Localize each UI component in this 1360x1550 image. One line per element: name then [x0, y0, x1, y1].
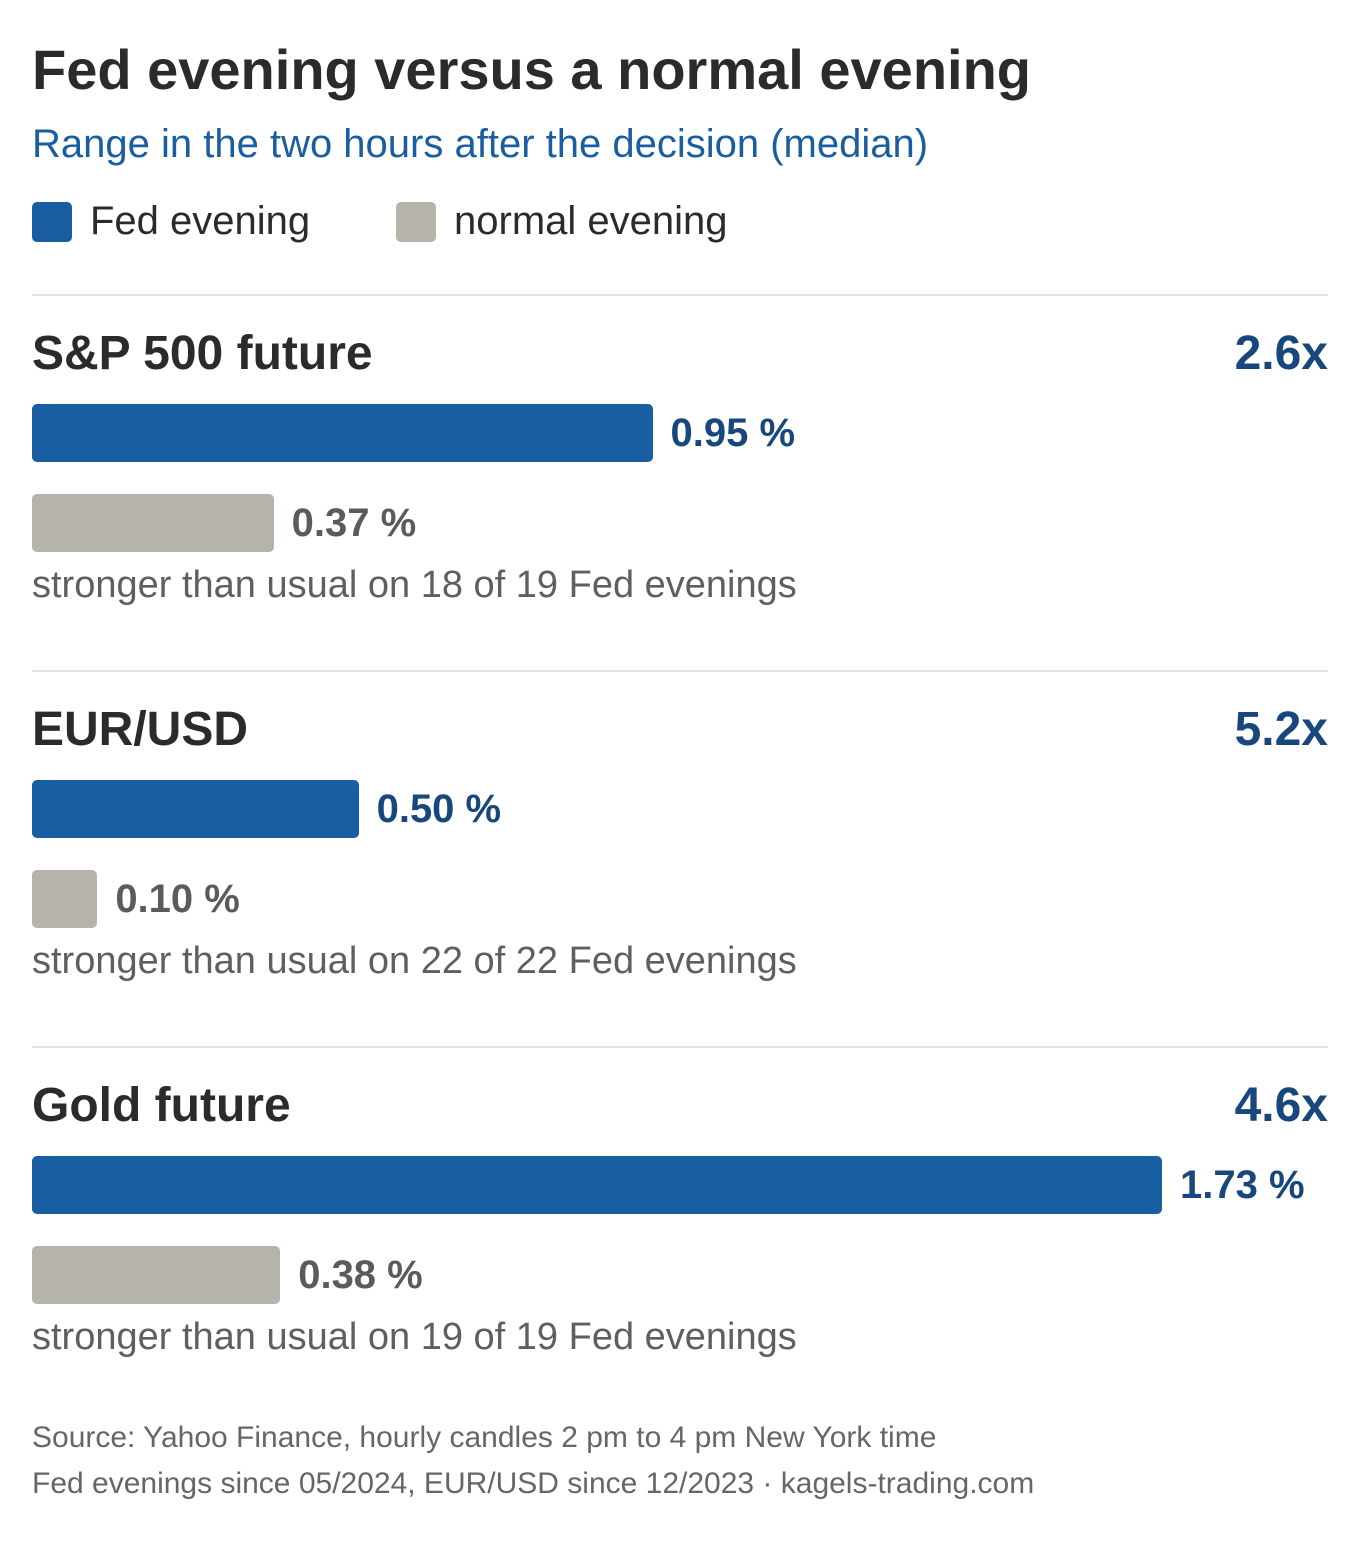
bar-label-normal: 0.38 % [298, 1253, 423, 1297]
divider [32, 1046, 1328, 1048]
bar-label-fed: 0.50 % [376, 787, 502, 831]
panel-title: Gold future [32, 1079, 291, 1132]
bar-fed [32, 780, 359, 838]
bar-fed [32, 404, 653, 462]
bar-label-fed: 0.95 % [670, 411, 796, 455]
source-line: Source: Yahoo Finance, hourly candles 2 … [32, 1421, 937, 1454]
panel-title: EUR/USD [32, 703, 249, 756]
panel-sp500: S&P 500 future 2.6x 0.95 % 0.37 % strong… [32, 326, 1328, 646]
panel-title: S&P 500 future [32, 327, 373, 380]
bar-normal [32, 870, 98, 928]
bar-label-normal: 0.10 % [115, 877, 240, 921]
bar-normal [32, 1246, 281, 1304]
panel-ratio: 5.2x [1234, 703, 1328, 756]
panel-eurusd: EUR/USD 5.2x 0.50 % 0.10 % stronger than… [32, 702, 1328, 1022]
bar-normal [32, 494, 274, 552]
panel-ratio: 4.6x [1234, 1079, 1328, 1132]
chart-title: Fed evening versus a normal evening [32, 38, 1032, 101]
chart-subtitle: Range in the two hours after the decisio… [32, 122, 929, 166]
legend-label-normal: normal evening [454, 199, 728, 243]
panel-note: stronger than usual on 22 of 22 Fed even… [32, 940, 797, 982]
panel-ratio: 2.6x [1234, 327, 1328, 380]
bar-fed [32, 1156, 1162, 1214]
panel-note: stronger than usual on 19 of 19 Fed even… [32, 1316, 797, 1358]
legend-swatch-fed [32, 202, 72, 242]
divider [32, 294, 1328, 296]
legend-label-fed: Fed evening [90, 199, 311, 243]
bar-label-fed: 1.73 % [1180, 1163, 1305, 1207]
source-line: Fed evenings since 05/2024, EUR/USD sinc… [32, 1467, 1035, 1500]
divider [32, 670, 1328, 672]
legend-swatch-normal [396, 202, 436, 242]
panel-note: stronger than usual on 18 of 19 Fed even… [32, 564, 797, 606]
bar-label-normal: 0.37 % [291, 501, 417, 545]
panel-gold: Gold future 4.6x 1.73 % 0.38 % stronger … [32, 1078, 1328, 1398]
